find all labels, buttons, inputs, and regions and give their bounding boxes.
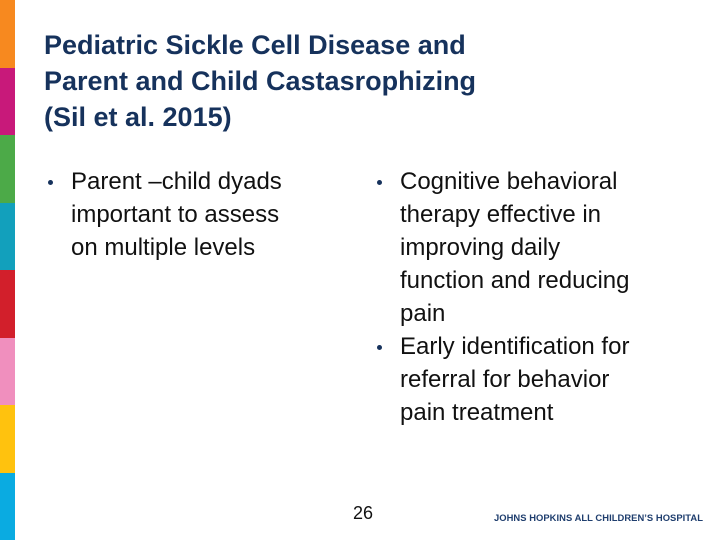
bullet-text-line: Cognitive behavioral <box>400 168 618 195</box>
bullet-text-line: function and reducing <box>400 267 630 294</box>
color-bar-segment-magenta <box>0 67 15 135</box>
bullet-text-line: pain treatment <box>400 399 554 426</box>
color-bar-segment-yellow <box>0 405 15 473</box>
bullet-text-line: on multiple levels <box>71 234 256 261</box>
bullet-text-line: referral for behavior <box>400 366 610 393</box>
page-number: 26 <box>353 503 374 523</box>
title-line: Pediatric Sickle Cell Disease and <box>44 30 466 60</box>
bullet-item: Early identification for referral for be… <box>377 330 697 429</box>
color-bar-segment-pink <box>0 337 15 405</box>
bullet-dot-icon <box>48 180 53 185</box>
bullet-dot-icon <box>377 180 382 185</box>
bullet-text-line: improving daily <box>400 234 561 261</box>
bullet-text-line: pain <box>400 300 446 327</box>
hospital-logo: JOHNS HOPKINS ALL CHILDREN’S HOSPITAL <box>494 512 703 523</box>
left-bullet-list: Parent –child dyads important to assess … <box>48 165 338 264</box>
bullet-text-line: important to assess <box>71 201 280 228</box>
color-bar-segment-teal <box>0 202 15 270</box>
title-line: Parent and Child Castasrophizing <box>44 66 477 96</box>
bullet-item: Parent –child dyads important to assess … <box>48 165 338 264</box>
bullet-text-line: Early identification for <box>400 333 630 360</box>
color-bar-segment-green <box>0 135 15 203</box>
bullet-dot-icon <box>377 345 382 350</box>
color-bar-segment-blue <box>0 472 15 540</box>
color-bar-segment-red <box>0 270 15 338</box>
title-line: (Sil et al. 2015) <box>44 102 232 132</box>
color-bar <box>0 0 15 540</box>
bullet-text-line: therapy effective in <box>400 201 602 228</box>
right-bullet-list: Cognitive behavioral therapy effective i… <box>377 165 697 429</box>
color-bar-segment-orange <box>0 0 15 68</box>
bullet-text-line: Parent –child dyads <box>71 168 282 195</box>
bullet-item: Cognitive behavioral therapy effective i… <box>377 165 697 330</box>
slide-title: Pediatric Sickle Cell Disease and Parent… <box>44 27 664 135</box>
